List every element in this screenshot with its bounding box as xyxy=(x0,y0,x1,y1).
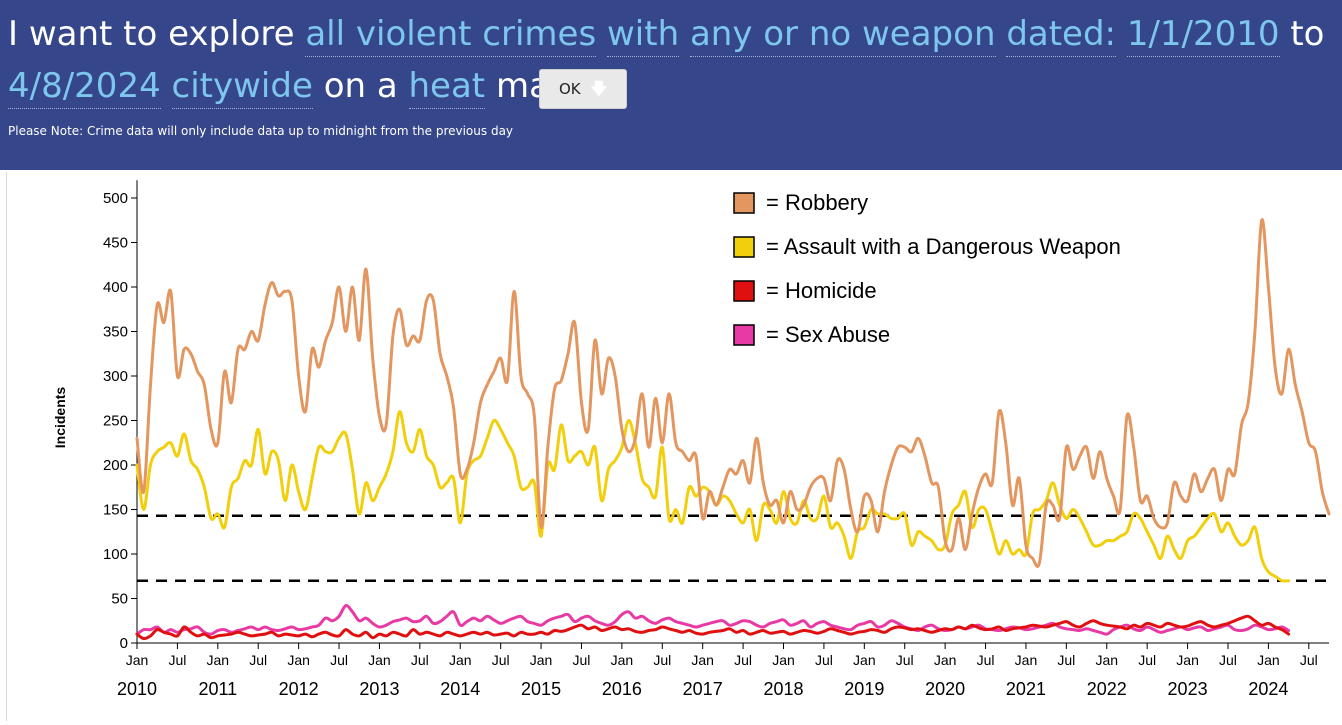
x-tick-label: Jan xyxy=(207,652,230,668)
y-tick-label: 400 xyxy=(103,279,128,296)
year-label: 2010 xyxy=(117,679,157,699)
data-note: Please Note: Crime data will only includ… xyxy=(8,124,514,138)
year-label: 2024 xyxy=(1248,679,1288,699)
year-label: 2021 xyxy=(1006,679,1046,699)
x-tick-label: Jul xyxy=(1138,652,1156,668)
year-label: 2013 xyxy=(359,679,399,699)
weapon-selector[interactable]: any or no weapon xyxy=(689,14,996,57)
arrow-down-icon: 🡇 xyxy=(590,79,608,98)
year-label: 2020 xyxy=(925,679,965,699)
y-tick-label: 500 xyxy=(103,190,128,207)
legend-label-robbery: = Robbery xyxy=(766,190,868,215)
x-tick-label: Jan xyxy=(449,652,472,668)
x-tick-label: Jul xyxy=(734,652,752,668)
legend-swatch-homicide xyxy=(733,280,755,302)
query-sentence-line1: I want to explore all violent crimes wit… xyxy=(8,12,1325,57)
sex-abuse-series-line xyxy=(135,604,1291,636)
y-tick-label: 0 xyxy=(120,635,128,652)
x-tick-label: Jan xyxy=(368,652,391,668)
series-layer xyxy=(135,218,1331,641)
x-tick-label: Jul xyxy=(330,652,348,668)
x-tick-label: Jul xyxy=(653,652,671,668)
y-axis-title: Incidents xyxy=(52,387,68,449)
x-tick-label: Jul xyxy=(1300,652,1318,668)
legend-label-sex-abuse: = Sex Abuse xyxy=(766,322,890,347)
x-tick-label: Jan xyxy=(1176,652,1199,668)
x-tick-label: Jan xyxy=(126,652,149,668)
x-tick-label: Jul xyxy=(1057,652,1075,668)
crime-type-selector[interactable]: all violent crimes xyxy=(305,14,597,57)
x-tick-label: Jul xyxy=(977,652,995,668)
x-tick-label: Jan xyxy=(611,652,634,668)
weapon-connector-selector[interactable]: with xyxy=(606,14,680,57)
ok-button[interactable]: OK 🡇 xyxy=(539,69,627,109)
on-a-word: on a xyxy=(323,66,398,106)
year-label: 2023 xyxy=(1168,679,1208,699)
year-label: 2018 xyxy=(763,679,803,699)
legend-swatch-sex-abuse xyxy=(733,324,755,346)
x-tick-label: Jan xyxy=(691,652,714,668)
axes-layer: 0 50 100 150 200 250 300 350 400 450 500 Incidents J… xyxy=(52,180,1329,699)
end-date-selector[interactable]: 4/8/2024 xyxy=(8,66,161,109)
year-label: 2015 xyxy=(521,679,561,699)
x-tick-label: Jan xyxy=(287,652,310,668)
year-label: 2022 xyxy=(1087,679,1127,699)
x-tick-label: Jul xyxy=(573,652,591,668)
y-tick-label: 100 xyxy=(103,546,128,563)
x-tick-label: Jul xyxy=(896,652,914,668)
x-tick-label: Jul xyxy=(1219,652,1237,668)
legend-swatch-assault xyxy=(733,236,755,258)
x-tick-label: Jan xyxy=(1095,652,1118,668)
legend-label-homicide: = Homicide xyxy=(766,278,877,303)
query-prefix: I want to explore xyxy=(8,14,295,54)
query-header: I want to explore all violent crimes wit… xyxy=(0,0,1342,170)
reference-lines-layer xyxy=(137,514,1329,582)
x-tick-label: Jan xyxy=(772,652,795,668)
query-sentence-line2: 4/8/2024 citywide on a heat map xyxy=(8,64,572,109)
y-tick-label: 300 xyxy=(103,368,128,385)
robbery-series-line xyxy=(135,218,1331,568)
y-tick-label: 50 xyxy=(111,591,128,608)
legend-label-assault: = Assault with a Dangerous Weapon xyxy=(766,234,1121,259)
x-tick-label: Jan xyxy=(934,652,957,668)
chart-legend: = Robbery = Assault with a Dangerous Weap… xyxy=(733,190,1121,347)
y-tick-label: 450 xyxy=(103,235,128,252)
incidents-line-chart: 0 50 100 150 200 250 300 350 400 450 500 Incidents J… xyxy=(52,180,1331,699)
x-tick-label: Jul xyxy=(492,652,510,668)
map-type-selector[interactable]: heat xyxy=(408,66,486,109)
year-label: 2011 xyxy=(198,679,237,699)
year-label: 2012 xyxy=(279,679,319,699)
x-tick-label: Jan xyxy=(530,652,553,668)
chart-area: 0 50 100 150 200 250 300 350 400 450 500 Incidents J… xyxy=(6,172,1337,721)
y-tick-label: 350 xyxy=(103,324,128,341)
x-tick-label: Jan xyxy=(1015,652,1038,668)
x-tick-label: Jan xyxy=(853,652,876,668)
x-tick-label: Jul xyxy=(815,652,833,668)
x-tick-label: Jan xyxy=(1257,652,1280,668)
year-label: 2016 xyxy=(602,679,642,699)
start-date-selector[interactable]: 1/1/2010 xyxy=(1126,14,1280,57)
year-label: 2019 xyxy=(844,679,884,699)
y-tick-label: 200 xyxy=(103,457,128,474)
year-label: 2014 xyxy=(440,679,480,699)
x-tick-label: Jul xyxy=(168,652,186,668)
year-label: 2017 xyxy=(683,679,723,699)
y-tick-label: 250 xyxy=(103,413,128,430)
ok-button-label: OK xyxy=(558,80,581,98)
legend-swatch-robbery xyxy=(733,192,755,214)
date-field-selector[interactable]: dated: xyxy=(1006,14,1117,57)
to-word: to xyxy=(1290,14,1325,54)
x-tick-label: Jul xyxy=(411,652,429,668)
x-tick-label: Jul xyxy=(249,652,267,668)
area-selector[interactable]: citywide xyxy=(171,66,313,109)
homicide-series-line xyxy=(135,614,1291,641)
y-tick-label: 150 xyxy=(103,502,128,519)
